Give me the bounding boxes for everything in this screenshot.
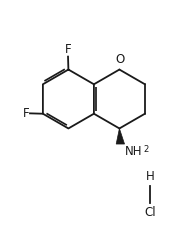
Polygon shape	[116, 128, 124, 144]
Text: H: H	[146, 170, 154, 183]
Text: F: F	[65, 43, 71, 56]
Text: NH: NH	[125, 145, 143, 158]
Text: F: F	[23, 107, 29, 120]
Text: 2: 2	[144, 145, 149, 154]
Text: O: O	[116, 53, 125, 66]
Text: Cl: Cl	[144, 206, 156, 219]
